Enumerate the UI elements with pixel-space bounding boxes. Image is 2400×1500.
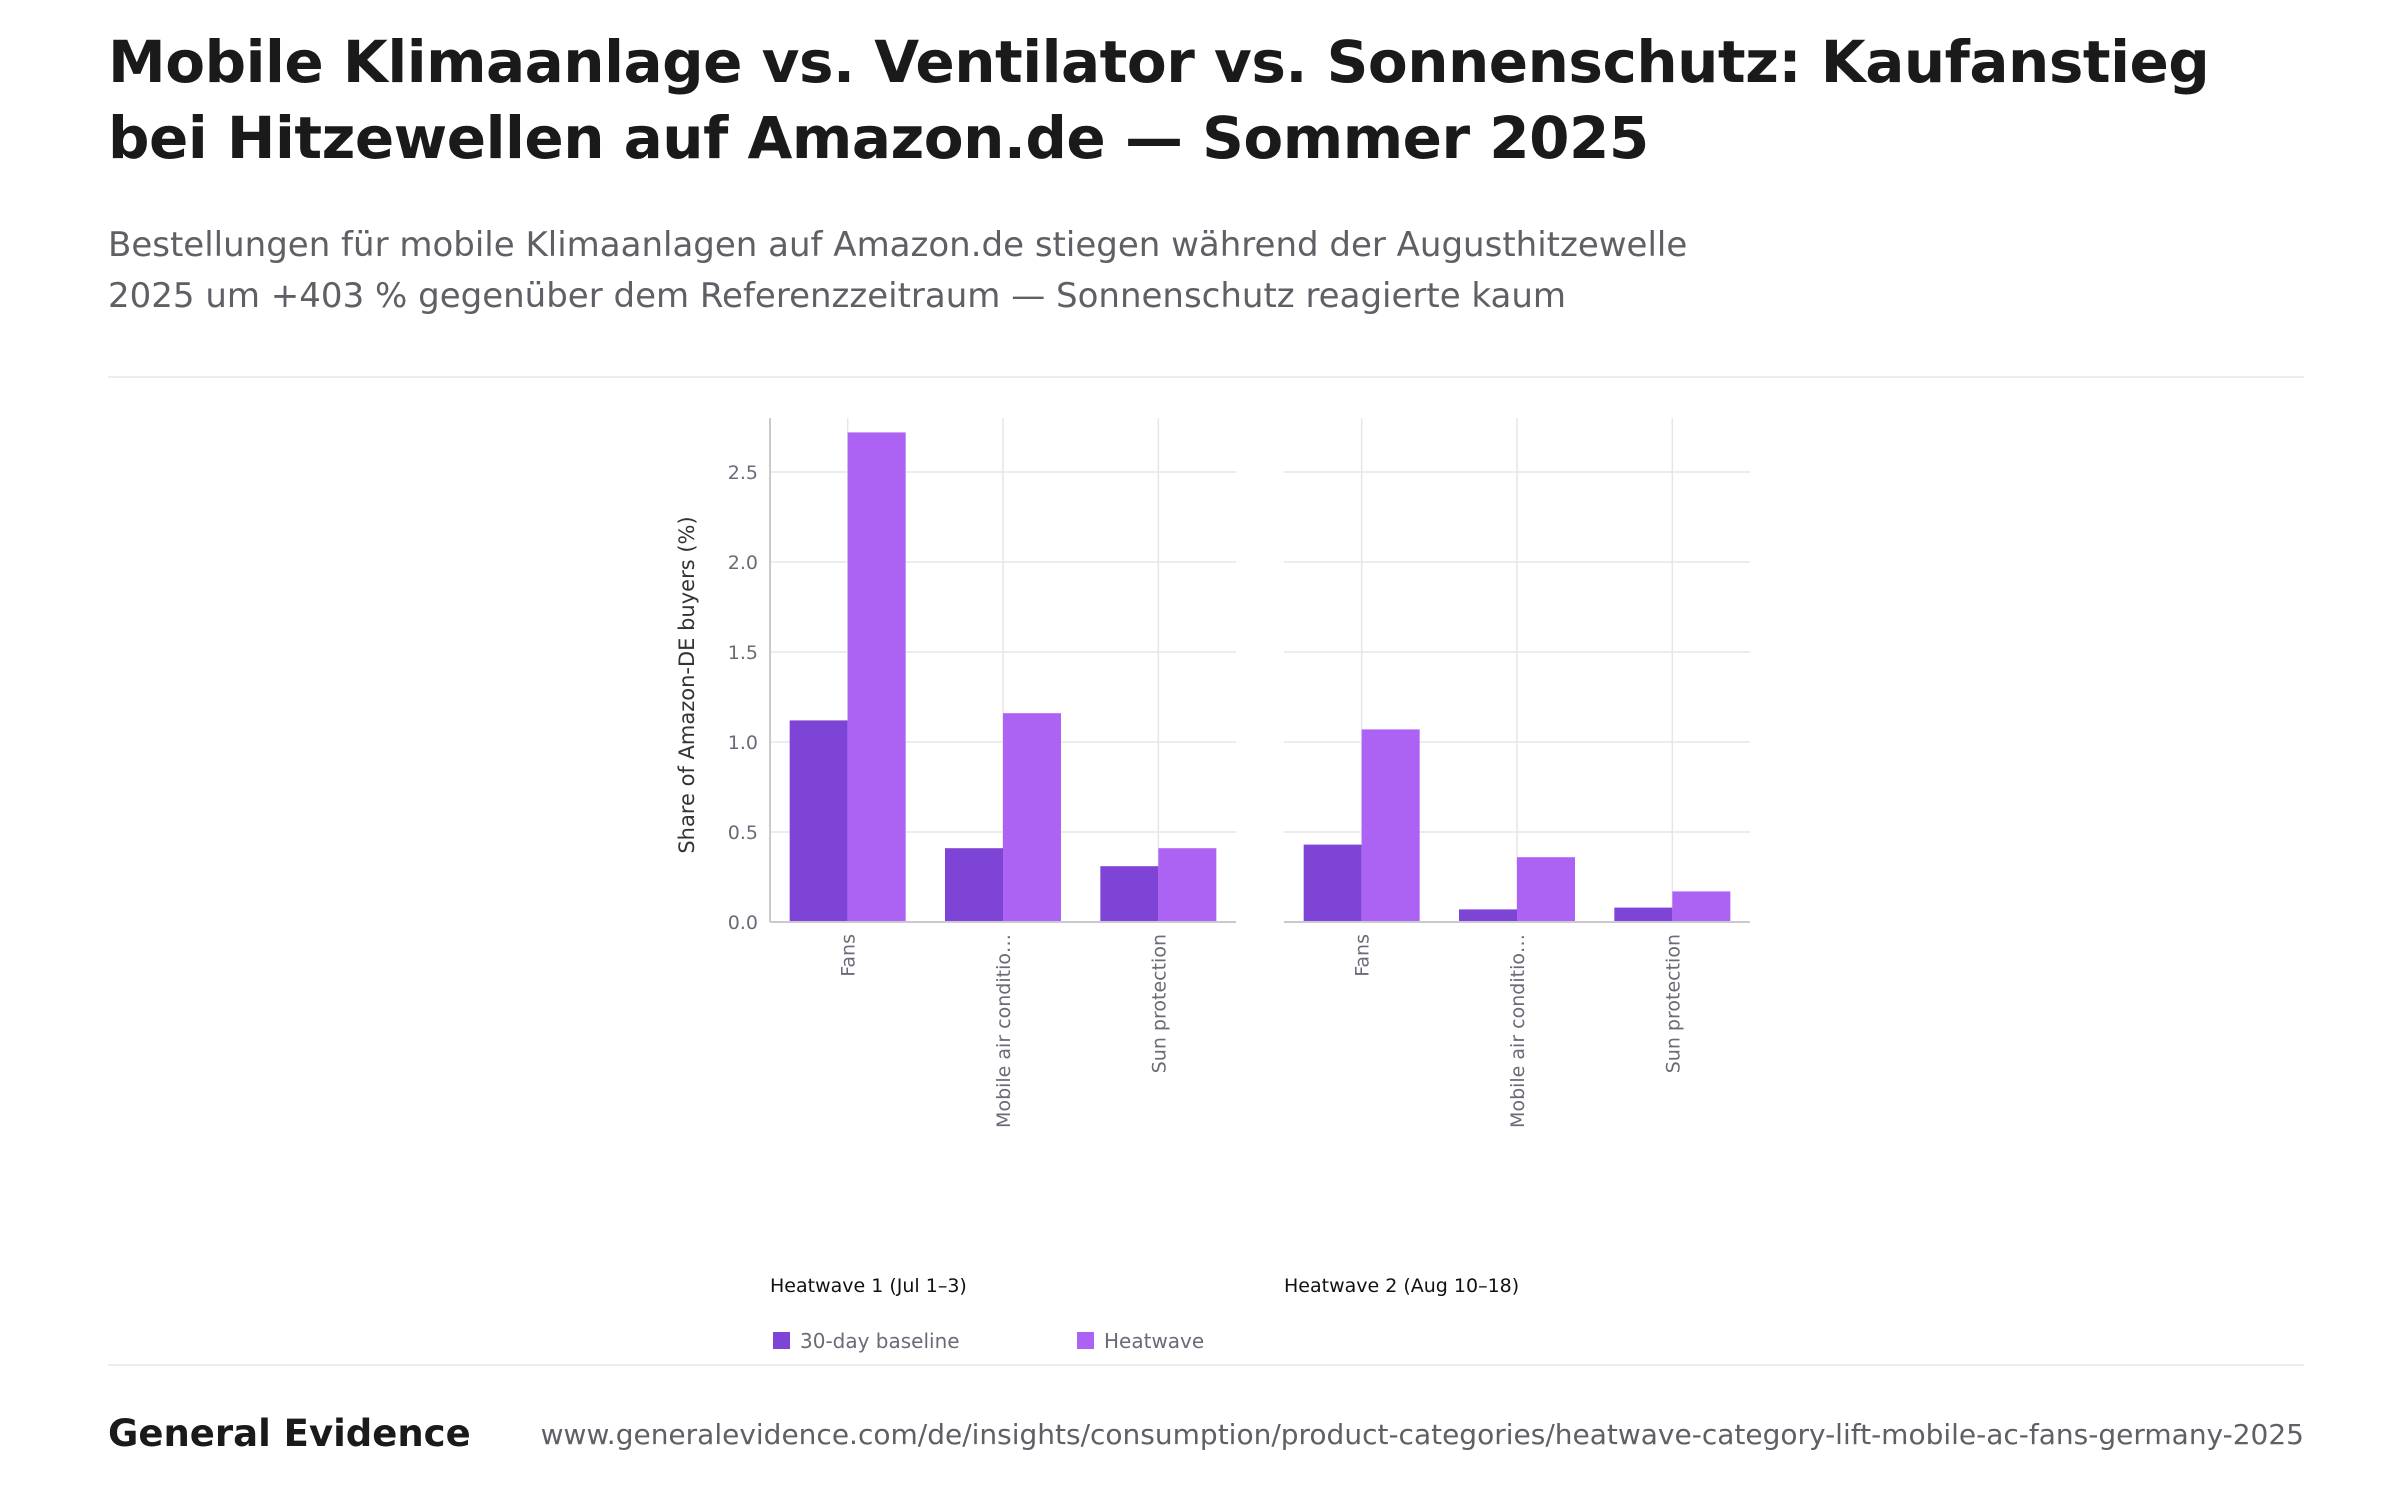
- legend-label-baseline: 30-day baseline: [800, 1329, 960, 1353]
- bar-heatwave-1-1: [847, 432, 906, 922]
- y-tick-label: 1.0: [728, 732, 758, 754]
- header-divider: [108, 376, 2304, 378]
- y-tick-label: 0.5: [728, 822, 758, 844]
- x-tick-label: Fans: [838, 934, 860, 977]
- heatwave-bar-chart: Fans Mobile air conditio… Sun protection He…: [675, 418, 1750, 1353]
- page-title: Mobile Klimaanlage vs. Ventilator vs. So…: [108, 28, 2210, 172]
- y-tick-label: 2.5: [728, 462, 758, 484]
- brand-name: General Evidence: [108, 1412, 471, 1455]
- y-axis-title: Share of Amazon-DE buyers (%): [675, 516, 699, 853]
- y-tick-label: 1.5: [728, 642, 758, 664]
- y-tick-label: 0.0: [728, 912, 758, 934]
- legend-label-heatwave: Heatwave: [1104, 1329, 1204, 1353]
- panel-title: Heatwave 1 (Jul 1–3): [770, 1275, 967, 1297]
- bar-baseline-1-3: [1100, 866, 1159, 922]
- bar-baseline-2-3: [1614, 907, 1673, 922]
- source-url[interactable]: www.generalevidence.com/de/insights/cons…: [540, 1418, 2304, 1451]
- x-tick-label: Sun protection: [1148, 934, 1170, 1073]
- panel-title: Heatwave 2 (Aug 10–18): [1284, 1275, 1519, 1297]
- x-tick-label: Mobile air conditio…: [993, 934, 1015, 1128]
- bar-heatwave-1-3: [1158, 848, 1217, 922]
- y-tick-label: 2.0: [728, 552, 758, 574]
- bar-heatwave-2-3: [1672, 891, 1731, 922]
- bar-baseline-2-1: [1303, 844, 1362, 922]
- bar-baseline-1-2: [945, 848, 1003, 922]
- footer-divider: [108, 1364, 2304, 1366]
- x-tick-label: Sun protection: [1662, 934, 1684, 1073]
- page-subtitle: Bestellungen für mobile Klimaanlagen auf…: [108, 225, 1688, 316]
- bar-baseline-2-2: [1459, 909, 1517, 922]
- bar-baseline-1-1: [789, 720, 848, 922]
- x-tick-label: Fans: [1352, 934, 1374, 977]
- legend-swatch-heatwave: [1077, 1332, 1094, 1349]
- bar-heatwave-2-1: [1361, 729, 1420, 922]
- x-tick-label: Mobile air conditio…: [1507, 934, 1529, 1128]
- bar-heatwave-2-2: [1517, 857, 1575, 922]
- bar-heatwave-1-2: [1003, 713, 1061, 922]
- legend-swatch-baseline: [773, 1332, 790, 1349]
